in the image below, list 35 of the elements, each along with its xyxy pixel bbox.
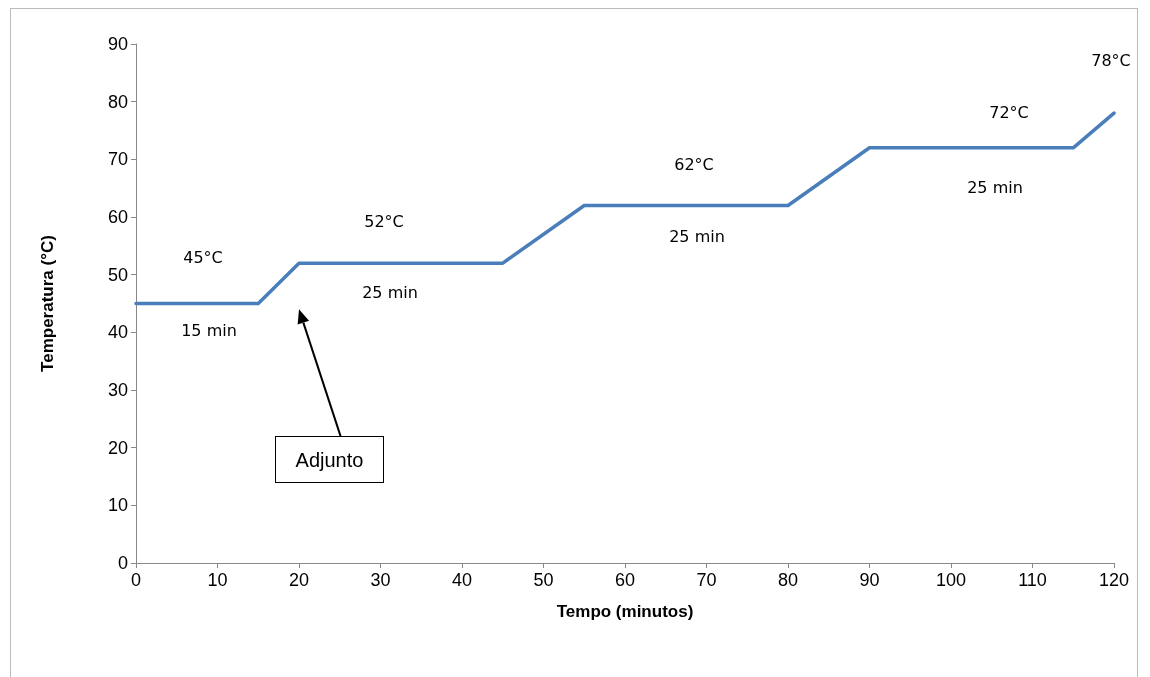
y-tick-label: 30 xyxy=(107,380,128,400)
annotation: 45°C xyxy=(183,247,223,267)
x-tick-label: 50 xyxy=(533,570,554,590)
y-axis-title: Temperatura (°C) xyxy=(38,235,57,372)
x-tick-label: 90 xyxy=(859,570,880,590)
x-tick-label: 30 xyxy=(370,570,391,590)
y-tick-label: 20 xyxy=(107,437,128,458)
y-tick-label: 10 xyxy=(107,495,128,516)
x-tick-label: 120 xyxy=(1098,570,1130,590)
y-tick-label: 80 xyxy=(107,91,128,112)
y-tick-label: 0 xyxy=(117,553,128,573)
y-tick-label: 40 xyxy=(107,322,128,343)
annotation: 25 min xyxy=(362,282,418,302)
y-tick-label: 70 xyxy=(107,149,128,170)
x-tick-label: 20 xyxy=(288,570,310,590)
y-tick-label: 90 xyxy=(107,34,128,54)
x-tick-label: 0 xyxy=(130,570,142,590)
annotation: 52°C xyxy=(364,211,404,231)
annotation: 72°C xyxy=(989,102,1029,122)
annotation: 25 min xyxy=(967,177,1023,197)
x-tick-label: 70 xyxy=(696,570,717,590)
annotation: 25 min xyxy=(669,226,725,246)
annotation: 15 min xyxy=(181,320,237,340)
annotation: 62°C xyxy=(674,154,714,174)
annotation: Adjunto xyxy=(274,436,385,484)
y-tick-label: 50 xyxy=(107,264,128,285)
x-axis-title: Tempo (minutos) xyxy=(556,602,694,621)
y-tick-label: 60 xyxy=(107,207,128,227)
x-tick-label: 10 xyxy=(207,570,228,590)
x-tick-label: 110 xyxy=(1018,570,1047,590)
x-tick-label: 60 xyxy=(614,570,636,590)
annotation: 78°C xyxy=(1091,50,1131,70)
x-tick-label: 80 xyxy=(777,570,799,590)
x-tick-label: 100 xyxy=(935,570,967,590)
x-tick-label: 40 xyxy=(451,570,473,590)
